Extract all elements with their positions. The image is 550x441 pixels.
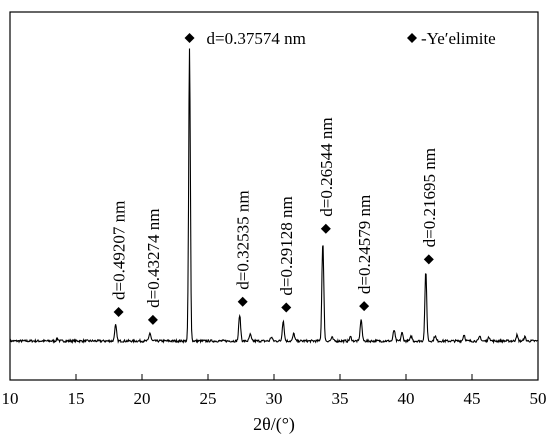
peak-label: d=0.49207 nm: [110, 201, 129, 300]
peak-diamond-icon: [147, 314, 158, 325]
peak-diamond-icon: [281, 302, 292, 313]
peak-markers: [113, 33, 434, 325]
peak-label: d=0.24579 nm: [355, 195, 374, 294]
x-tick-label: 40: [398, 389, 415, 408]
peak-label: d=0.32535 nm: [234, 190, 253, 289]
x-tick-label: 45: [464, 389, 481, 408]
plot-frame: [9, 11, 539, 381]
x-tick-label: 10: [2, 389, 19, 408]
peak-diamond-icon: [237, 296, 248, 307]
peak-label: d=0.21695 nm: [420, 148, 439, 247]
peak-label: d=0.37574 nm: [207, 29, 306, 48]
x-axis-title: 2θ/(°): [253, 414, 295, 435]
peak-diamond-icon: [184, 33, 195, 43]
x-tick-marks: [9, 374, 539, 380]
x-tick-label: 25: [200, 389, 217, 408]
x-tick-labels: 10 15 20 25 30 35 40 45 50: [2, 389, 547, 408]
peak-diamond-icon: [423, 254, 434, 265]
x-tick-label: 50: [530, 389, 547, 408]
peak-labels: d=0.49207 nm d=0.43274 nm d=0.37574 nm d=0.…: [110, 29, 439, 308]
legend-label: -Ye′elimite: [421, 29, 496, 48]
peak-label: d=0.26544 nm: [317, 117, 336, 216]
xrd-pattern-line: [9, 48, 539, 345]
x-tick-label: 35: [332, 389, 349, 408]
peak-label: d=0.29128 nm: [277, 196, 296, 295]
legend-diamond-icon: [407, 33, 417, 43]
x-tick-label: 15: [68, 389, 85, 408]
x-tick-label: 20: [134, 389, 151, 408]
peak-diamond-icon: [113, 306, 124, 317]
peak-diamond-icon: [359, 301, 370, 312]
peak-diamond-icon: [320, 223, 331, 234]
peak-label: d=0.43274 nm: [144, 209, 163, 308]
legend: -Ye′elimite: [407, 29, 496, 48]
x-tick-label: 30: [266, 389, 283, 408]
